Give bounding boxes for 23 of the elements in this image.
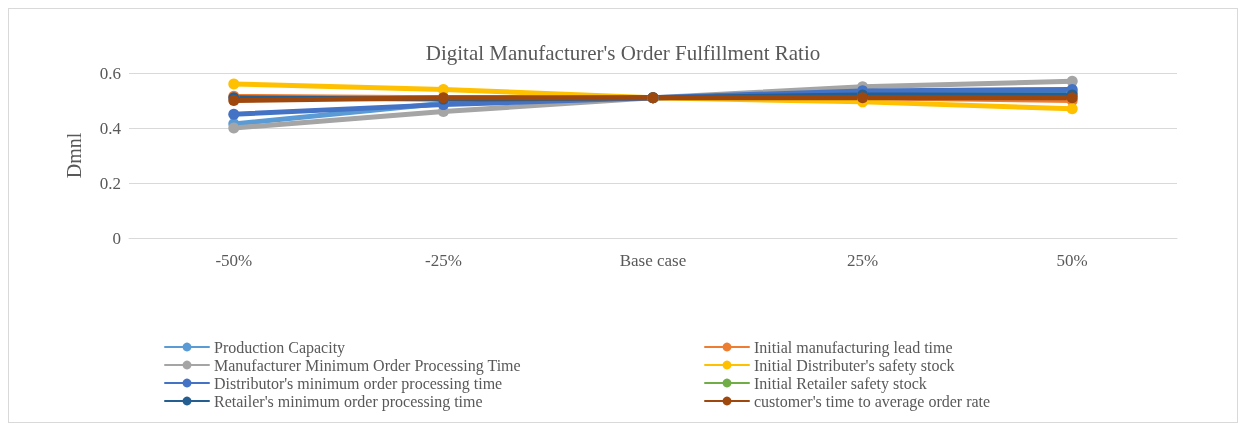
point	[228, 122, 240, 134]
legend-label: Production Capacity	[214, 338, 346, 357]
y-axis-title: Dmnl	[63, 132, 85, 179]
legend-label: Distributor's minimum order processing time	[214, 374, 503, 393]
legend-label: Manufacturer Minimum Order Processing Time	[214, 356, 521, 375]
chart-title: Digital Manufacturer's Order Fulfillment Ratio	[425, 40, 821, 65]
x-tick-label: -50%	[215, 251, 253, 270]
legend-label: Initial Retailer safety stock	[754, 374, 927, 393]
legend-label: Initial manufacturing lead time	[754, 338, 953, 357]
y-tick-label: 0	[112, 228, 121, 248]
legend-label: Initial Distributer's safety stock	[754, 356, 955, 375]
x-tick-label: Base case	[619, 251, 687, 270]
y-tick-label: 0.4	[99, 118, 122, 138]
x-tick-label: 25%	[847, 251, 879, 270]
x-tick-label: 50%	[1056, 251, 1088, 270]
y-tick-label: 0.2	[99, 173, 121, 193]
y-tick-label: 0.6	[99, 63, 121, 83]
x-tick-label: -25%	[424, 251, 462, 270]
point	[228, 108, 240, 120]
legend-label: customer's time to average order rate	[754, 392, 991, 411]
point	[228, 78, 240, 90]
point	[1066, 103, 1078, 115]
legend-label: Retailer's minimum order processing time	[214, 392, 483, 411]
